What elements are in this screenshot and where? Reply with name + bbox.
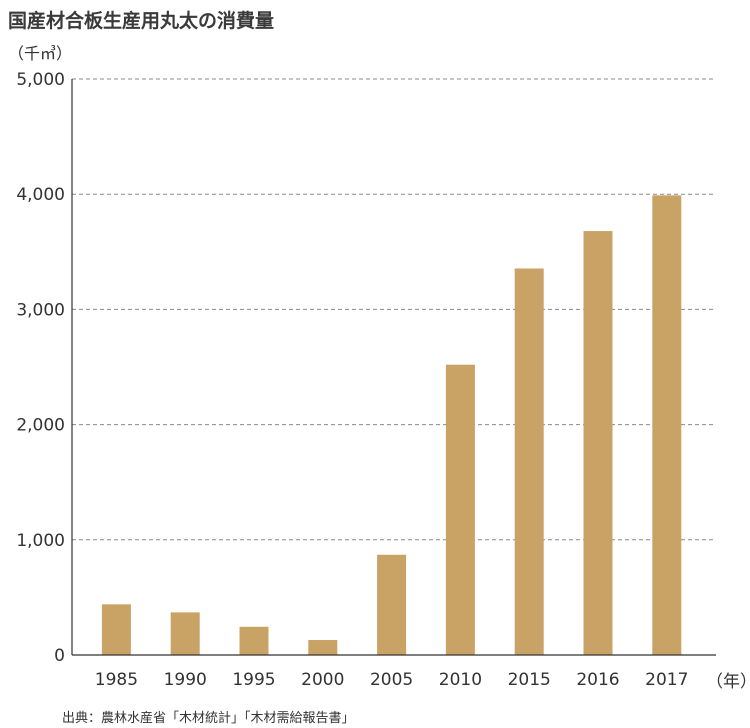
x-tick-label: 2000 <box>301 670 344 690</box>
bar-2000 <box>308 640 338 655</box>
x-axis-ticks: 1985 1990 1995 2000 2005 2010 2015 2016 2017 <box>95 670 689 690</box>
bar-2015 <box>514 268 544 655</box>
y-axis-unit-label: （千㎥） <box>8 44 73 63</box>
x-tick-label: 2015 <box>508 670 551 690</box>
bar-2005 <box>377 554 407 655</box>
bar-2010 <box>445 364 475 655</box>
x-tick-label: 2017 <box>645 670 688 690</box>
x-tick-label: 1985 <box>95 670 138 690</box>
x-tick-label: 2010 <box>439 670 482 690</box>
y-tick-label: 4,000 <box>16 185 65 205</box>
x-tick-label: 1990 <box>164 670 207 690</box>
bar-2016 <box>583 231 613 655</box>
y-tick-label: 2,000 <box>16 416 65 436</box>
x-tick-label: 2005 <box>370 670 413 690</box>
source-note: 出典：農林水産省「木材統計」「木材需給報告書」 <box>62 711 355 726</box>
y-tick-label: 0 <box>54 646 65 666</box>
chart-title: 国産材合板生産用丸太の消費量 <box>8 10 275 32</box>
x-tick-label: 2016 <box>576 670 619 690</box>
y-tick-label: 5,000 <box>16 70 65 90</box>
bar-1990 <box>170 612 200 655</box>
bar-1985 <box>101 604 131 655</box>
bars <box>101 195 682 656</box>
y-tick-label: 3,000 <box>16 300 65 320</box>
bar-1995 <box>239 626 269 655</box>
bar-chart: 0 1,000 2,000 3,000 4,000 5,000 1985 1990 1995 2… <box>16 70 716 690</box>
bar-2017 <box>652 195 682 656</box>
y-axis-ticks: 0 1,000 2,000 3,000 4,000 5,000 <box>16 70 65 666</box>
y-tick-label: 1,000 <box>16 531 65 551</box>
x-axis-unit-label: （年） <box>706 672 750 692</box>
x-tick-label: 1995 <box>232 670 275 690</box>
gridlines <box>72 78 716 541</box>
